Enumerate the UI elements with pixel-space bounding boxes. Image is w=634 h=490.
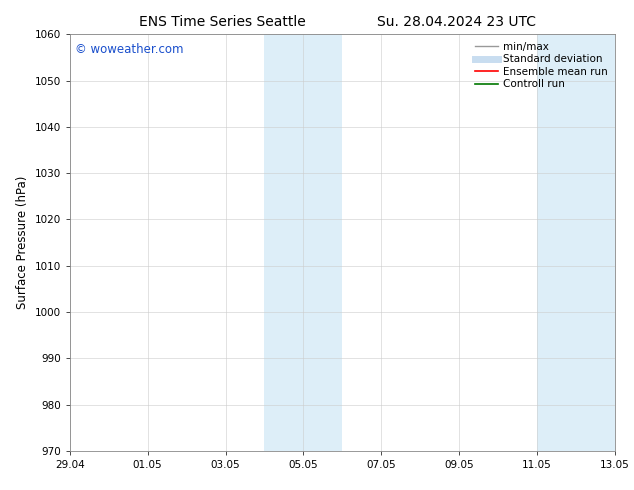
Legend: min/max, Standard deviation, Ensemble mean run, Controll run: min/max, Standard deviation, Ensemble me… <box>473 40 610 92</box>
Y-axis label: Surface Pressure (hPa): Surface Pressure (hPa) <box>16 176 29 309</box>
Text: ENS Time Series Seattle: ENS Time Series Seattle <box>138 15 306 29</box>
Text: © woweather.com: © woweather.com <box>75 43 184 56</box>
Bar <box>537 34 615 451</box>
Bar <box>264 34 342 451</box>
Text: Su. 28.04.2024 23 UTC: Su. 28.04.2024 23 UTC <box>377 15 536 29</box>
